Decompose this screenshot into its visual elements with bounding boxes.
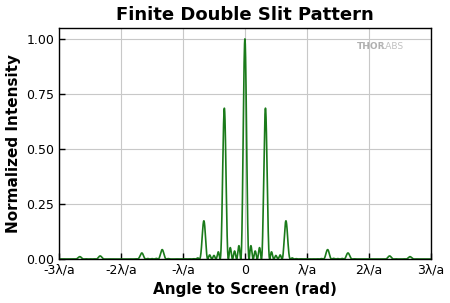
Text: THOR: THOR	[356, 42, 385, 51]
X-axis label: Angle to Screen (rad): Angle to Screen (rad)	[153, 282, 337, 298]
Title: Finite Double Slit Pattern: Finite Double Slit Pattern	[116, 5, 374, 24]
Text: LABS: LABS	[381, 42, 404, 51]
Y-axis label: Normalized Intensity: Normalized Intensity	[5, 54, 21, 233]
